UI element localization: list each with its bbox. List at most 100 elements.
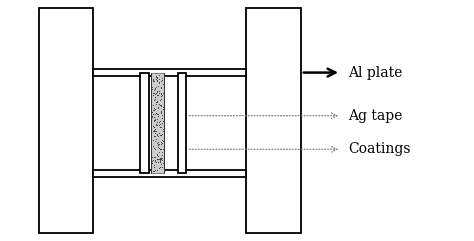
Point	[152, 91, 159, 95]
Bar	[151, 73, 164, 173]
Point	[152, 129, 160, 133]
Point	[158, 138, 165, 142]
Point	[153, 120, 161, 124]
Point	[159, 127, 167, 131]
Point	[159, 107, 166, 111]
Point	[157, 104, 165, 108]
Point	[158, 116, 166, 120]
Point	[150, 98, 158, 102]
Point	[151, 98, 158, 101]
Point	[151, 168, 158, 172]
Point	[157, 156, 164, 160]
Point	[150, 114, 157, 118]
Point	[158, 121, 165, 125]
Point	[153, 89, 161, 93]
Point	[149, 94, 157, 97]
Point	[151, 130, 159, 134]
Point	[158, 158, 166, 162]
Point	[150, 128, 157, 132]
Point	[157, 133, 164, 137]
Point	[157, 147, 165, 151]
Point	[149, 108, 157, 112]
Point	[150, 146, 158, 149]
Point	[149, 144, 157, 148]
Point	[155, 146, 163, 150]
Point	[150, 126, 158, 129]
Point	[152, 86, 160, 89]
Point	[155, 154, 162, 158]
Point	[152, 77, 159, 81]
Point	[150, 119, 157, 122]
Point	[159, 91, 166, 95]
Point	[152, 155, 159, 159]
Point	[150, 91, 158, 95]
Point	[156, 103, 164, 107]
Point	[155, 160, 162, 164]
Point	[159, 113, 166, 117]
Point	[152, 112, 160, 115]
Point	[157, 92, 165, 96]
Point	[157, 86, 164, 90]
Point	[155, 134, 162, 138]
Point	[159, 147, 167, 151]
Point	[154, 133, 161, 137]
Point	[157, 133, 164, 137]
Point	[157, 111, 164, 115]
Point	[154, 145, 162, 149]
Point	[152, 74, 160, 78]
Point	[149, 138, 157, 142]
Point	[148, 85, 156, 89]
Point	[156, 98, 164, 102]
Point	[155, 131, 163, 135]
Point	[151, 131, 159, 135]
Point	[156, 158, 164, 162]
Point	[150, 169, 157, 173]
Point	[153, 160, 160, 164]
Point	[156, 165, 164, 169]
Point	[157, 87, 164, 90]
Point	[155, 166, 163, 170]
Point	[154, 93, 161, 97]
Point	[153, 123, 161, 127]
Point	[149, 129, 157, 133]
Point	[156, 122, 164, 126]
Point	[155, 142, 162, 146]
Point	[152, 102, 160, 106]
Point	[148, 114, 156, 118]
Point	[150, 129, 158, 133]
Point	[156, 156, 164, 160]
Point	[150, 106, 158, 110]
Point	[153, 168, 161, 172]
Point	[149, 91, 157, 95]
Point	[149, 158, 156, 162]
Point	[150, 124, 157, 128]
Point	[158, 133, 166, 136]
Point	[155, 157, 163, 161]
Point	[151, 165, 158, 168]
Point	[156, 147, 164, 151]
Point	[154, 106, 161, 110]
Bar	[178, 73, 186, 173]
Point	[149, 103, 156, 107]
Point	[152, 123, 159, 127]
Point	[151, 95, 159, 99]
Point	[149, 78, 157, 82]
Point	[155, 84, 162, 88]
Point	[150, 125, 158, 129]
Point	[157, 104, 164, 107]
Point	[149, 87, 156, 91]
Point	[155, 140, 162, 143]
Point	[150, 158, 157, 162]
Point	[151, 158, 158, 162]
Point	[155, 114, 162, 118]
Point	[148, 161, 156, 165]
Point	[157, 103, 165, 107]
Point	[149, 77, 157, 80]
Point	[157, 141, 164, 144]
Point	[159, 161, 166, 165]
Point	[157, 110, 165, 114]
Point	[152, 87, 159, 91]
Point	[157, 79, 165, 83]
Point	[156, 119, 164, 123]
Bar	[140, 73, 149, 173]
